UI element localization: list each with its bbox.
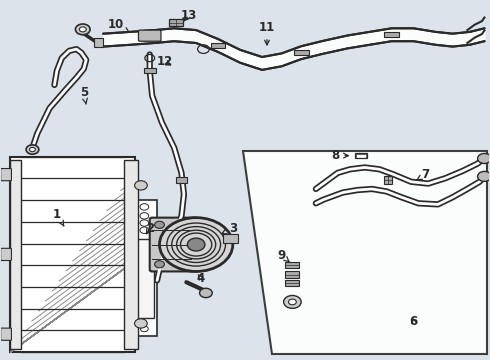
Circle shape xyxy=(135,319,147,328)
Bar xyxy=(124,160,138,348)
Text: 5: 5 xyxy=(80,86,88,104)
Bar xyxy=(285,271,299,278)
Text: 1: 1 xyxy=(53,208,64,226)
Circle shape xyxy=(155,221,164,228)
Text: 8: 8 xyxy=(331,149,348,162)
Bar xyxy=(223,234,238,243)
Text: 2: 2 xyxy=(146,222,154,235)
Circle shape xyxy=(289,299,296,305)
FancyBboxPatch shape xyxy=(150,218,198,271)
Circle shape xyxy=(478,153,490,163)
Text: 12: 12 xyxy=(156,55,172,68)
Text: 13: 13 xyxy=(181,9,197,22)
Text: 4: 4 xyxy=(197,272,205,285)
Circle shape xyxy=(284,296,301,309)
Bar xyxy=(355,153,367,158)
Circle shape xyxy=(199,288,212,298)
Bar xyxy=(10,160,21,348)
Bar xyxy=(285,280,299,286)
Bar xyxy=(384,32,399,37)
Text: 9: 9 xyxy=(277,249,289,262)
Text: 10: 10 xyxy=(107,18,129,32)
Text: 6: 6 xyxy=(410,315,417,328)
Bar xyxy=(132,200,157,336)
Bar xyxy=(211,43,225,48)
FancyBboxPatch shape xyxy=(139,30,161,41)
Circle shape xyxy=(75,24,90,35)
Text: 11: 11 xyxy=(259,21,275,45)
FancyBboxPatch shape xyxy=(0,248,11,261)
Bar xyxy=(10,157,135,352)
Circle shape xyxy=(159,218,233,271)
Circle shape xyxy=(79,27,86,32)
Bar xyxy=(94,39,103,47)
Bar xyxy=(135,239,154,318)
Bar xyxy=(169,19,183,26)
Bar xyxy=(356,154,366,158)
Bar xyxy=(175,177,187,183)
Circle shape xyxy=(135,181,147,190)
Bar xyxy=(285,262,299,268)
Circle shape xyxy=(26,145,39,154)
Bar xyxy=(384,176,392,184)
Bar xyxy=(144,68,156,73)
Bar xyxy=(294,50,309,55)
Text: 7: 7 xyxy=(416,168,430,181)
Circle shape xyxy=(478,171,490,181)
FancyBboxPatch shape xyxy=(0,168,11,181)
Circle shape xyxy=(155,261,164,268)
FancyBboxPatch shape xyxy=(0,328,11,340)
Circle shape xyxy=(29,147,35,152)
Text: 3: 3 xyxy=(222,222,237,235)
Circle shape xyxy=(187,238,205,251)
Polygon shape xyxy=(243,151,487,354)
